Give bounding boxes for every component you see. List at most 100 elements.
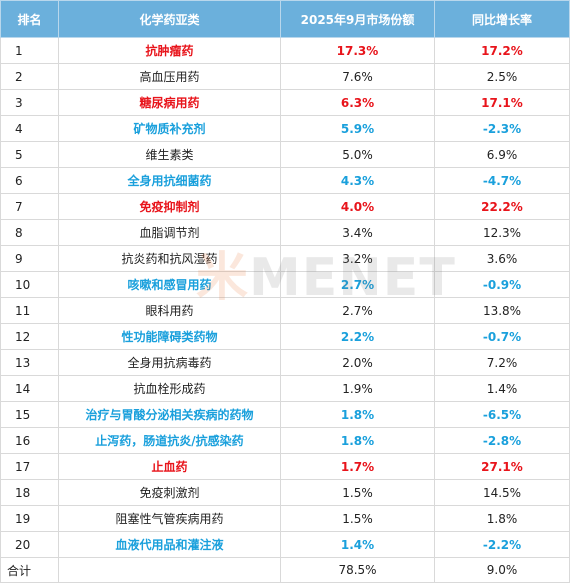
- yoy-cell: -2.2%: [434, 531, 570, 558]
- category-cell: 止泻药，肠道抗炎/抗感染药: [58, 427, 281, 454]
- share-cell: 3.4%: [280, 219, 435, 246]
- yoy-cell: 22.2%: [434, 193, 570, 220]
- rank-cell: 16: [0, 427, 59, 454]
- rank-cell: 18: [0, 479, 59, 506]
- table-row: 7 免疫抑制剂 4.0% 22.2%: [0, 193, 570, 220]
- rank-cell: 17: [0, 453, 59, 480]
- category-cell: 维生素类: [58, 141, 281, 168]
- yoy-cell: 2.5%: [434, 63, 570, 90]
- rank-cell: 15: [0, 401, 59, 428]
- category-cell: 性功能障碍类药物: [58, 323, 281, 350]
- rank-cell: 12: [0, 323, 59, 350]
- yoy-cell: -6.5%: [434, 401, 570, 428]
- share-cell: 1.5%: [280, 479, 435, 506]
- table-row: 8 血脂调节剂 3.4% 12.3%: [0, 219, 570, 246]
- yoy-cell: 27.1%: [434, 453, 570, 480]
- table-row: 15 治疗与胃酸分泌相关疾病的药物 1.8% -6.5%: [0, 401, 570, 428]
- category-cell: 糖尿病用药: [58, 89, 281, 116]
- table-row: 13 全身用抗病毒药 2.0% 7.2%: [0, 349, 570, 376]
- table-row: 9 抗炎药和抗风湿药 3.2% 3.6%: [0, 245, 570, 272]
- rank-cell: 8: [0, 219, 59, 246]
- yoy-cell: -0.7%: [434, 323, 570, 350]
- table-row: 18 免疫刺激剂 1.5% 14.5%: [0, 479, 570, 506]
- header-yoy: 同比增长率: [434, 0, 570, 38]
- yoy-cell: -2.8%: [434, 427, 570, 454]
- category-cell: 矿物质补充剂: [58, 115, 281, 142]
- yoy-cell: 17.2%: [434, 37, 570, 64]
- category-cell: 血脂调节剂: [58, 219, 281, 246]
- yoy-cell: 3.6%: [434, 245, 570, 272]
- category-cell: 全身用抗病毒药: [58, 349, 281, 376]
- table-row: 1 抗肿瘤药 17.3% 17.2%: [0, 37, 570, 64]
- table-row: 6 全身用抗细菌药 4.3% -4.7%: [0, 167, 570, 194]
- share-cell: 5.0%: [280, 141, 435, 168]
- yoy-cell: -4.7%: [434, 167, 570, 194]
- category-cell: 免疫抑制剂: [58, 193, 281, 220]
- category-cell: 止血药: [58, 453, 281, 480]
- category-cell: 免疫刺激剂: [58, 479, 281, 506]
- yoy-cell: 13.8%: [434, 297, 570, 324]
- category-cell: 血液代用品和灌注液: [58, 531, 281, 558]
- category-cell: 抗肿瘤药: [58, 37, 281, 64]
- header-category: 化学药亚类: [58, 0, 281, 38]
- share-cell: 4.0%: [280, 193, 435, 220]
- rank-cell: 11: [0, 297, 59, 324]
- share-cell: 1.8%: [280, 401, 435, 428]
- rank-cell: 1: [0, 37, 59, 64]
- rank-cell: 13: [0, 349, 59, 376]
- category-cell: 全身用抗细菌药: [58, 167, 281, 194]
- share-cell: 6.3%: [280, 89, 435, 116]
- share-cell: 3.2%: [280, 245, 435, 272]
- table-row: 5 维生素类 5.0% 6.9%: [0, 141, 570, 168]
- table-row: 19 阻塞性气管疾病用药 1.5% 1.8%: [0, 505, 570, 532]
- share-cell: 2.2%: [280, 323, 435, 350]
- share-cell: 1.4%: [280, 531, 435, 558]
- rank-cell: 7: [0, 193, 59, 220]
- table-row: 4 矿物质补充剂 5.9% -2.3%: [0, 115, 570, 142]
- table-row: 20 血液代用品和灌注液 1.4% -2.2%: [0, 531, 570, 558]
- yoy-cell: 14.5%: [434, 479, 570, 506]
- header-share: 2025年9月市场份额: [280, 0, 435, 38]
- table-row: 16 止泻药，肠道抗炎/抗感染药 1.8% -2.8%: [0, 427, 570, 454]
- yoy-cell: 17.1%: [434, 89, 570, 116]
- rank-cell: 10: [0, 271, 59, 298]
- rank-cell: 19: [0, 505, 59, 532]
- yoy-cell: 6.9%: [434, 141, 570, 168]
- table-row: 12 性功能障碍类药物 2.2% -0.7%: [0, 323, 570, 350]
- yoy-cell: 1.4%: [434, 375, 570, 402]
- share-cell: 7.6%: [280, 63, 435, 90]
- rank-cell: 2: [0, 63, 59, 90]
- category-cell: 阻塞性气管疾病用药: [58, 505, 281, 532]
- rank-cell: 5: [0, 141, 59, 168]
- total-row: 合计 78.5% 9.0%: [0, 557, 570, 583]
- rank-cell: 6: [0, 167, 59, 194]
- table-header: 排名 化学药亚类 2025年9月市场份额 同比增长率: [0, 0, 570, 38]
- share-cell: 1.5%: [280, 505, 435, 532]
- share-cell: 17.3%: [280, 37, 435, 64]
- rank-cell: 9: [0, 245, 59, 272]
- share-cell: 2.0%: [280, 349, 435, 376]
- category-cell: 抗血栓形成药: [58, 375, 281, 402]
- table-row: 2 高血压用药 7.6% 2.5%: [0, 63, 570, 90]
- total-category-cell: [58, 557, 281, 583]
- share-cell: 1.8%: [280, 427, 435, 454]
- yoy-cell: -0.9%: [434, 271, 570, 298]
- category-cell: 高血压用药: [58, 63, 281, 90]
- table-row: 10 咳嗽和感冒用药 2.7% -0.9%: [0, 271, 570, 298]
- rank-cell: 3: [0, 89, 59, 116]
- rank-cell: 20: [0, 531, 59, 558]
- yoy-cell: 12.3%: [434, 219, 570, 246]
- share-cell: 2.7%: [280, 271, 435, 298]
- share-cell: 1.7%: [280, 453, 435, 480]
- table-row: 11 眼科用药 2.7% 13.8%: [0, 297, 570, 324]
- total-yoy: 9.0%: [434, 557, 570, 583]
- yoy-cell: -2.3%: [434, 115, 570, 142]
- yoy-cell: 7.2%: [434, 349, 570, 376]
- yoy-cell: 1.8%: [434, 505, 570, 532]
- header-rank: 排名: [0, 0, 59, 38]
- category-cell: 治疗与胃酸分泌相关疾病的药物: [58, 401, 281, 428]
- share-cell: 5.9%: [280, 115, 435, 142]
- share-cell: 4.3%: [280, 167, 435, 194]
- total-share: 78.5%: [280, 557, 435, 583]
